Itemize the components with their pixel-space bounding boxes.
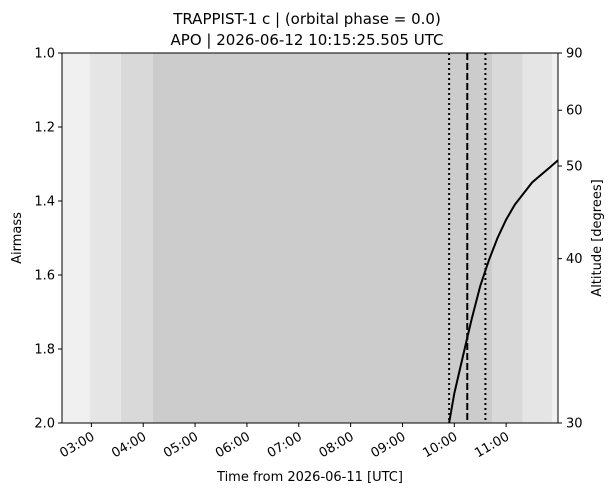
x-tick-label: 06:00: [213, 429, 253, 461]
chart-title-line1: TRAPPIST-1 c | (orbital phase = 0.0): [172, 10, 441, 28]
x-tick-label: 08:00: [317, 429, 357, 461]
x-tick-label: 10:00: [420, 429, 460, 461]
twilight-band-1: [89, 53, 121, 423]
twilight-band-5: [522, 53, 552, 423]
y-tick-label: 1.2: [34, 121, 55, 136]
y2-axis-label: Altitude [degrees]: [590, 179, 605, 296]
y2-tick-label: 40: [566, 252, 583, 267]
y2-tick-label: 90: [566, 47, 583, 62]
y2-tick-label: 50: [566, 160, 583, 175]
twilight-bands: [62, 53, 558, 423]
twilight-band-6: [551, 53, 558, 423]
x-tick-label: 03:00: [57, 429, 97, 461]
y-tick-label: 1.0: [34, 47, 55, 62]
chart-title-line2: APO | 2026-06-12 10:15:25.505 UTC: [171, 31, 444, 49]
x-tick-label: 04:00: [109, 429, 149, 461]
y-tick-label: 1.4: [34, 195, 55, 210]
x-tick-label: 07:00: [265, 429, 305, 461]
y-axis-ticks: 1.0 1.2 1.4 1.6 1.8 2.0: [34, 47, 62, 432]
airmass-series: [448, 159, 559, 424]
y-tick-label: 1.6: [34, 269, 55, 284]
y2-tick-label: 60: [566, 104, 583, 119]
transit-markers: [448, 53, 487, 423]
x-axis-ticks: 03:00 04:00 05:00 06:00 07:00 08:00 09:00 10:00…: [57, 423, 512, 461]
x-tick-label: 09:00: [369, 429, 409, 461]
airmass-line-0: [448, 159, 559, 424]
y2-tick-label: 30: [566, 417, 583, 432]
x-axis-label: Time from 2026-06-11 [UTC]: [216, 470, 403, 485]
plot-frame: [61, 52, 559, 424]
y-tick-label: 2.0: [34, 417, 55, 432]
twilight-band-0: [62, 53, 90, 423]
x-tick-label: 11:00: [472, 429, 512, 461]
y-axis-label: Airmass: [10, 212, 25, 264]
x-tick-label: 05:00: [161, 429, 201, 461]
y-tick-label: 1.8: [34, 343, 55, 358]
twilight-band-2: [120, 53, 153, 423]
y2-axis-ticks: 90 60 50 40 30: [558, 47, 583, 432]
twilight-band-3: [152, 53, 493, 423]
